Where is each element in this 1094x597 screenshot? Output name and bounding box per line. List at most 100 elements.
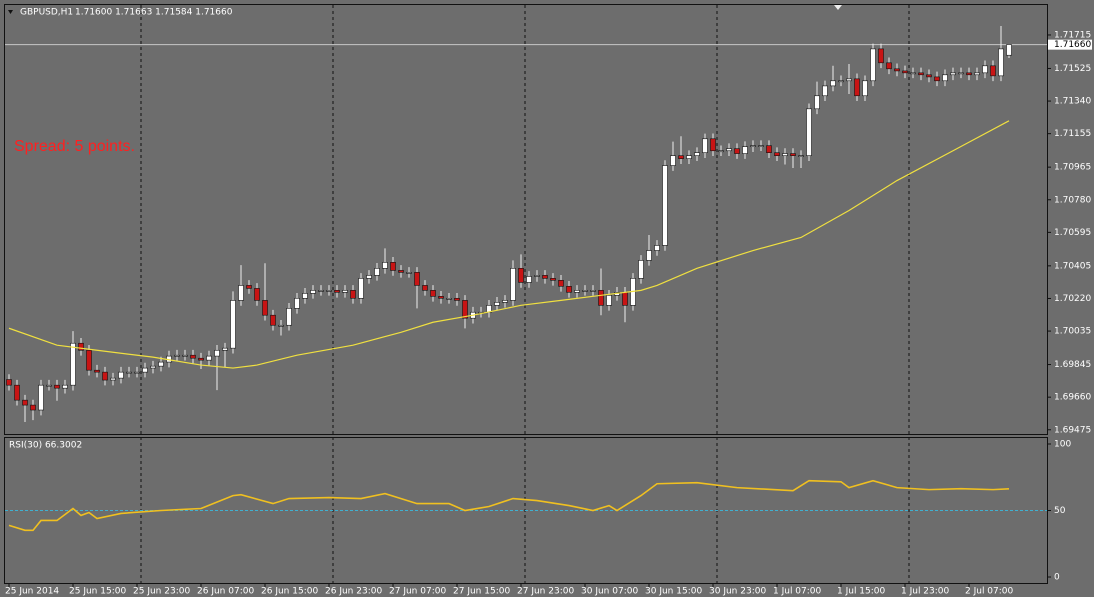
candle-body (662, 165, 668, 246)
candle-body (454, 297, 460, 301)
candle-body (862, 80, 868, 97)
candle-body (406, 272, 412, 274)
x-tick-label: 1 Jul 23:00 (901, 587, 950, 597)
candle-body (566, 285, 572, 293)
candle-body (590, 290, 596, 292)
candle-body (390, 262, 396, 271)
x-tick-label: 1 Jul 15:00 (837, 587, 886, 597)
x-tick-label: 27 Jun 15:00 (453, 587, 510, 597)
candle-body (190, 354, 196, 359)
rsi-title: RSI(30) 66.3002 (9, 441, 82, 451)
quote: 1.71600 1.71663 1.71584 1.71660 (75, 8, 233, 18)
x-tick-label: 26 Jun 23:00 (325, 587, 382, 597)
candle-body (526, 276, 532, 283)
candle-body (870, 48, 876, 82)
rsi-line (8, 479, 1010, 532)
candle-body (686, 155, 692, 159)
y-tick-label: 1.70035 (1054, 327, 1091, 337)
candle-body (350, 290, 356, 299)
candle-body (158, 361, 164, 367)
candle-body (430, 290, 436, 297)
candle-body (22, 399, 28, 406)
x-tick-label: 25 Jun 23:00 (133, 587, 190, 597)
candle-body (654, 245, 660, 251)
candle-body (102, 371, 108, 381)
candle-body (766, 145, 772, 154)
candle-body (462, 300, 468, 319)
x-tick-label: 30 Jun 15:00 (645, 587, 702, 597)
candle-body (638, 260, 644, 279)
candle-body (678, 155, 684, 159)
y-tick-label: 0 (1054, 573, 1060, 583)
candle-body (126, 371, 132, 374)
candle-body (750, 145, 756, 148)
candle-body (558, 280, 564, 287)
candle-body (918, 72, 924, 76)
candle-body (534, 275, 540, 277)
y-tick-label: 1.70595 (1054, 228, 1091, 238)
candle-body (574, 290, 580, 293)
x-tick-label: 25 Jun 2014 (5, 587, 59, 597)
candle-body (254, 288, 260, 301)
candle-body (422, 285, 428, 291)
candle-body (878, 48, 884, 64)
candle-body (974, 72, 980, 76)
candle-body (6, 379, 12, 386)
candle-body (838, 80, 844, 83)
shift-marker[interactable] (834, 5, 842, 10)
candle-body (502, 300, 508, 303)
y-tick-label: 1.69660 (1054, 393, 1091, 403)
candle-body (446, 297, 452, 300)
candle-body (510, 268, 516, 301)
candle-body (758, 145, 764, 147)
symbol: GBPUSD,H1 (20, 8, 73, 18)
price-label: 1.71660 (1054, 40, 1091, 50)
candle-body (734, 148, 740, 154)
candle-body (150, 365, 156, 369)
candle-body (494, 302, 500, 306)
y-tick-label: 100 (1054, 439, 1071, 449)
y-tick-label: 1.70405 (1054, 261, 1091, 271)
candle-body (382, 262, 388, 269)
candle-body (606, 294, 612, 306)
x-tick-label: 26 Jun 15:00 (261, 587, 318, 597)
candle-body (278, 324, 284, 327)
candle-body (438, 296, 444, 299)
candle-body (398, 270, 404, 273)
main-panel (4, 4, 1048, 435)
candle-body (622, 291, 628, 306)
candle-body (886, 62, 892, 70)
candle-body (134, 371, 140, 374)
candle-body (702, 138, 708, 154)
candle-body (302, 293, 308, 299)
x-tick-label: 25 Jun 15:00 (69, 587, 126, 597)
candle-body (198, 357, 204, 361)
candle-body (342, 290, 348, 293)
y-tick-label: 1.71155 (1054, 129, 1091, 139)
y-tick-label: 1.70220 (1054, 294, 1091, 304)
candle-body (902, 70, 908, 74)
spread-annotation: Spread: 5 points. (14, 138, 135, 155)
candle-body (78, 342, 84, 351)
y-tick-label: 1.69845 (1054, 360, 1091, 370)
candle-body (774, 152, 780, 156)
candle-body (110, 377, 116, 381)
candle-body (550, 278, 556, 281)
x-tick-label: 1 Jul 07:00 (773, 587, 822, 597)
candle-body (694, 152, 700, 156)
candle-body (790, 153, 796, 156)
header-arrow (8, 10, 13, 14)
candle-body (782, 153, 788, 156)
candle-body (894, 68, 900, 72)
candle-body (366, 275, 372, 279)
candle-body (830, 80, 836, 87)
candle-body (238, 285, 244, 301)
candle-body (310, 290, 316, 294)
candle-body (118, 371, 124, 379)
candle-body (326, 290, 332, 292)
candle-body (14, 384, 20, 401)
candle-body (998, 48, 1004, 77)
candle-body (182, 354, 188, 357)
candle-body (46, 384, 52, 387)
